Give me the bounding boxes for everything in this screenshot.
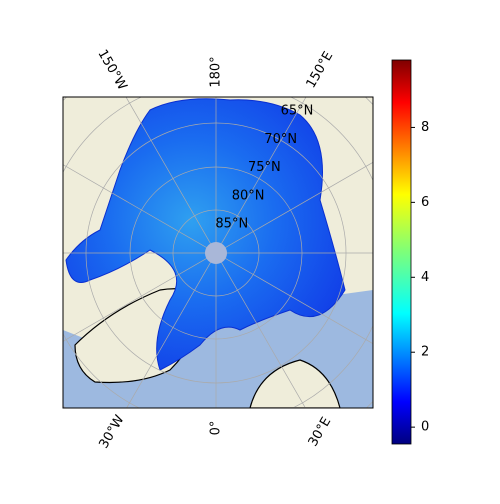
lat-label: 75°N <box>248 160 281 175</box>
lat-label: 70°N <box>264 132 297 147</box>
map-frame <box>62 96 374 409</box>
lon-label: 0° <box>209 421 224 436</box>
lat-label: 65°N <box>281 104 314 119</box>
colorbar-tick-label: 2 <box>421 345 429 360</box>
lon-label: 30°E <box>306 415 335 450</box>
lon-label: 30°W <box>97 413 128 452</box>
lat-label: 85°N <box>215 217 248 232</box>
lon-label: 180° <box>209 56 224 87</box>
colorbar-tick-label: 0 <box>421 420 429 435</box>
scandinavia <box>249 359 341 408</box>
lon-label: 150°E <box>304 49 337 91</box>
colorbar-tick-label: 8 <box>421 120 429 135</box>
colorbar <box>391 59 412 445</box>
colorbar-tick-label: 6 <box>421 195 429 210</box>
colorbar-tick-label: 4 <box>421 270 429 285</box>
pole-hole <box>205 242 227 264</box>
lat-label: 80°N <box>232 188 265 203</box>
lon-label: 150°W <box>94 47 129 93</box>
